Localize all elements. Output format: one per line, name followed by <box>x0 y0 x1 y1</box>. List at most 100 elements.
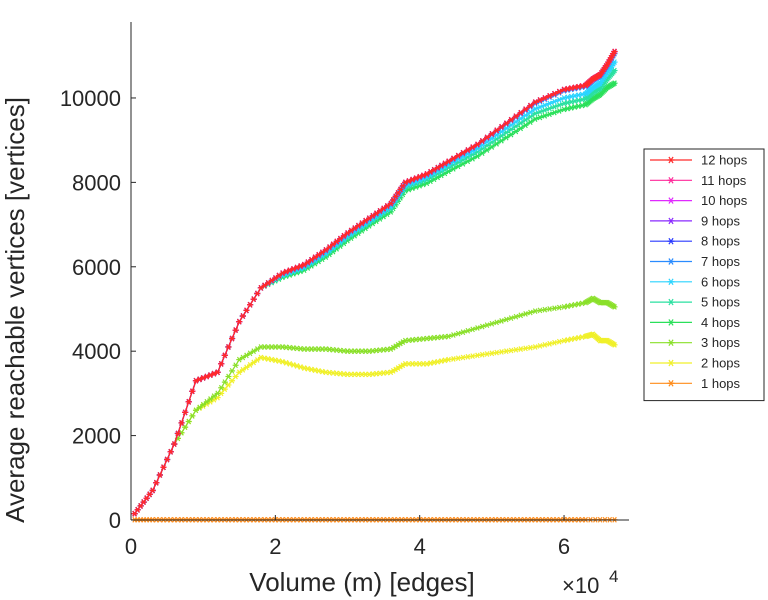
y-tick-label: 6000 <box>72 255 121 280</box>
legend-marker <box>667 258 675 265</box>
series-line-11-hops <box>134 51 616 515</box>
data-point <box>171 441 178 447</box>
data-point <box>571 98 578 105</box>
data-point <box>337 235 344 242</box>
legend-marker <box>667 278 675 286</box>
data-point <box>611 80 618 87</box>
legend-marker <box>667 217 675 225</box>
data-point <box>611 341 618 348</box>
data-point <box>484 351 491 357</box>
data-point <box>561 86 568 93</box>
data-point <box>561 106 568 113</box>
legend-label: 1 hops <box>701 376 741 391</box>
data-point <box>517 109 524 116</box>
data-point <box>532 99 539 106</box>
legend-marker <box>667 379 675 387</box>
legend-box <box>643 148 765 402</box>
data-point <box>541 306 548 313</box>
data-point <box>450 332 457 338</box>
data-point <box>508 347 515 354</box>
data-point <box>498 137 505 144</box>
legend-label: 9 hops <box>701 213 741 228</box>
data-point <box>546 92 553 99</box>
data-point <box>546 306 553 312</box>
data-point <box>333 238 340 245</box>
data-point <box>564 105 571 112</box>
data-point <box>522 311 529 317</box>
data-point <box>575 92 582 99</box>
data-point <box>214 369 221 376</box>
legend-label: 10 hops <box>701 193 748 208</box>
data-point <box>579 83 586 89</box>
data-point <box>568 336 575 343</box>
series-line-12-hops <box>134 51 616 515</box>
data-point <box>512 313 519 320</box>
data-point <box>551 103 558 110</box>
data-point <box>450 356 457 362</box>
data-point <box>611 303 618 310</box>
legend-item: 5 hops <box>650 295 741 310</box>
series-line-2-hops <box>134 333 615 515</box>
legend-item: 12 hops <box>650 153 748 168</box>
legend-marker <box>667 339 675 347</box>
data-point <box>185 398 192 405</box>
legend: 12 hops 11 hops 10 hops 9 hops 8 hops 7 hops 6… <box>643 148 765 402</box>
data-point <box>167 448 174 455</box>
data-point <box>272 357 279 364</box>
data-point <box>611 67 618 74</box>
data-point <box>527 109 534 116</box>
data-point <box>536 343 543 349</box>
data-point <box>221 352 228 359</box>
data-point <box>304 365 311 372</box>
data-point <box>265 356 272 362</box>
data-point <box>469 326 476 333</box>
legend-marker <box>667 319 675 326</box>
data-point <box>460 149 466 156</box>
series-4-hops <box>131 80 618 517</box>
data-point <box>536 307 543 314</box>
data-point <box>218 360 225 367</box>
data-point <box>536 108 543 115</box>
data-point <box>232 327 239 333</box>
data-point <box>508 116 515 123</box>
data-point <box>178 429 185 436</box>
data-point <box>294 363 300 369</box>
y-tick-label: 4000 <box>72 339 121 364</box>
data-point <box>214 390 221 397</box>
data-point <box>512 346 519 353</box>
data-point <box>479 137 486 144</box>
data-point <box>160 464 167 471</box>
data-point <box>541 112 548 119</box>
data-point <box>517 346 524 352</box>
data-point <box>189 388 196 395</box>
legend-marker <box>667 298 675 306</box>
data-point <box>441 357 448 364</box>
data-point <box>178 420 185 426</box>
data-point <box>532 308 539 314</box>
data-point <box>200 401 207 408</box>
legend-item: 6 hops <box>650 274 741 289</box>
data-point <box>322 247 329 253</box>
legend-marker <box>667 237 675 245</box>
data-point <box>556 88 563 95</box>
data-point <box>488 320 495 327</box>
data-point <box>522 345 529 352</box>
data-point <box>551 98 558 105</box>
data-point <box>301 365 308 371</box>
series-11-hops <box>131 48 618 517</box>
data-point <box>561 95 568 101</box>
data-point <box>445 158 452 165</box>
data-point <box>571 335 578 342</box>
legend-item: 8 hops <box>650 234 741 249</box>
data-point <box>460 329 466 336</box>
data-point <box>556 338 563 345</box>
data-point <box>508 131 515 138</box>
data-point <box>455 152 462 159</box>
data-point <box>488 144 495 150</box>
data-point <box>532 110 539 117</box>
data-point <box>229 377 236 384</box>
data-point <box>488 130 495 137</box>
data-point <box>474 325 481 331</box>
data-point <box>561 303 568 310</box>
data-point <box>546 100 553 107</box>
